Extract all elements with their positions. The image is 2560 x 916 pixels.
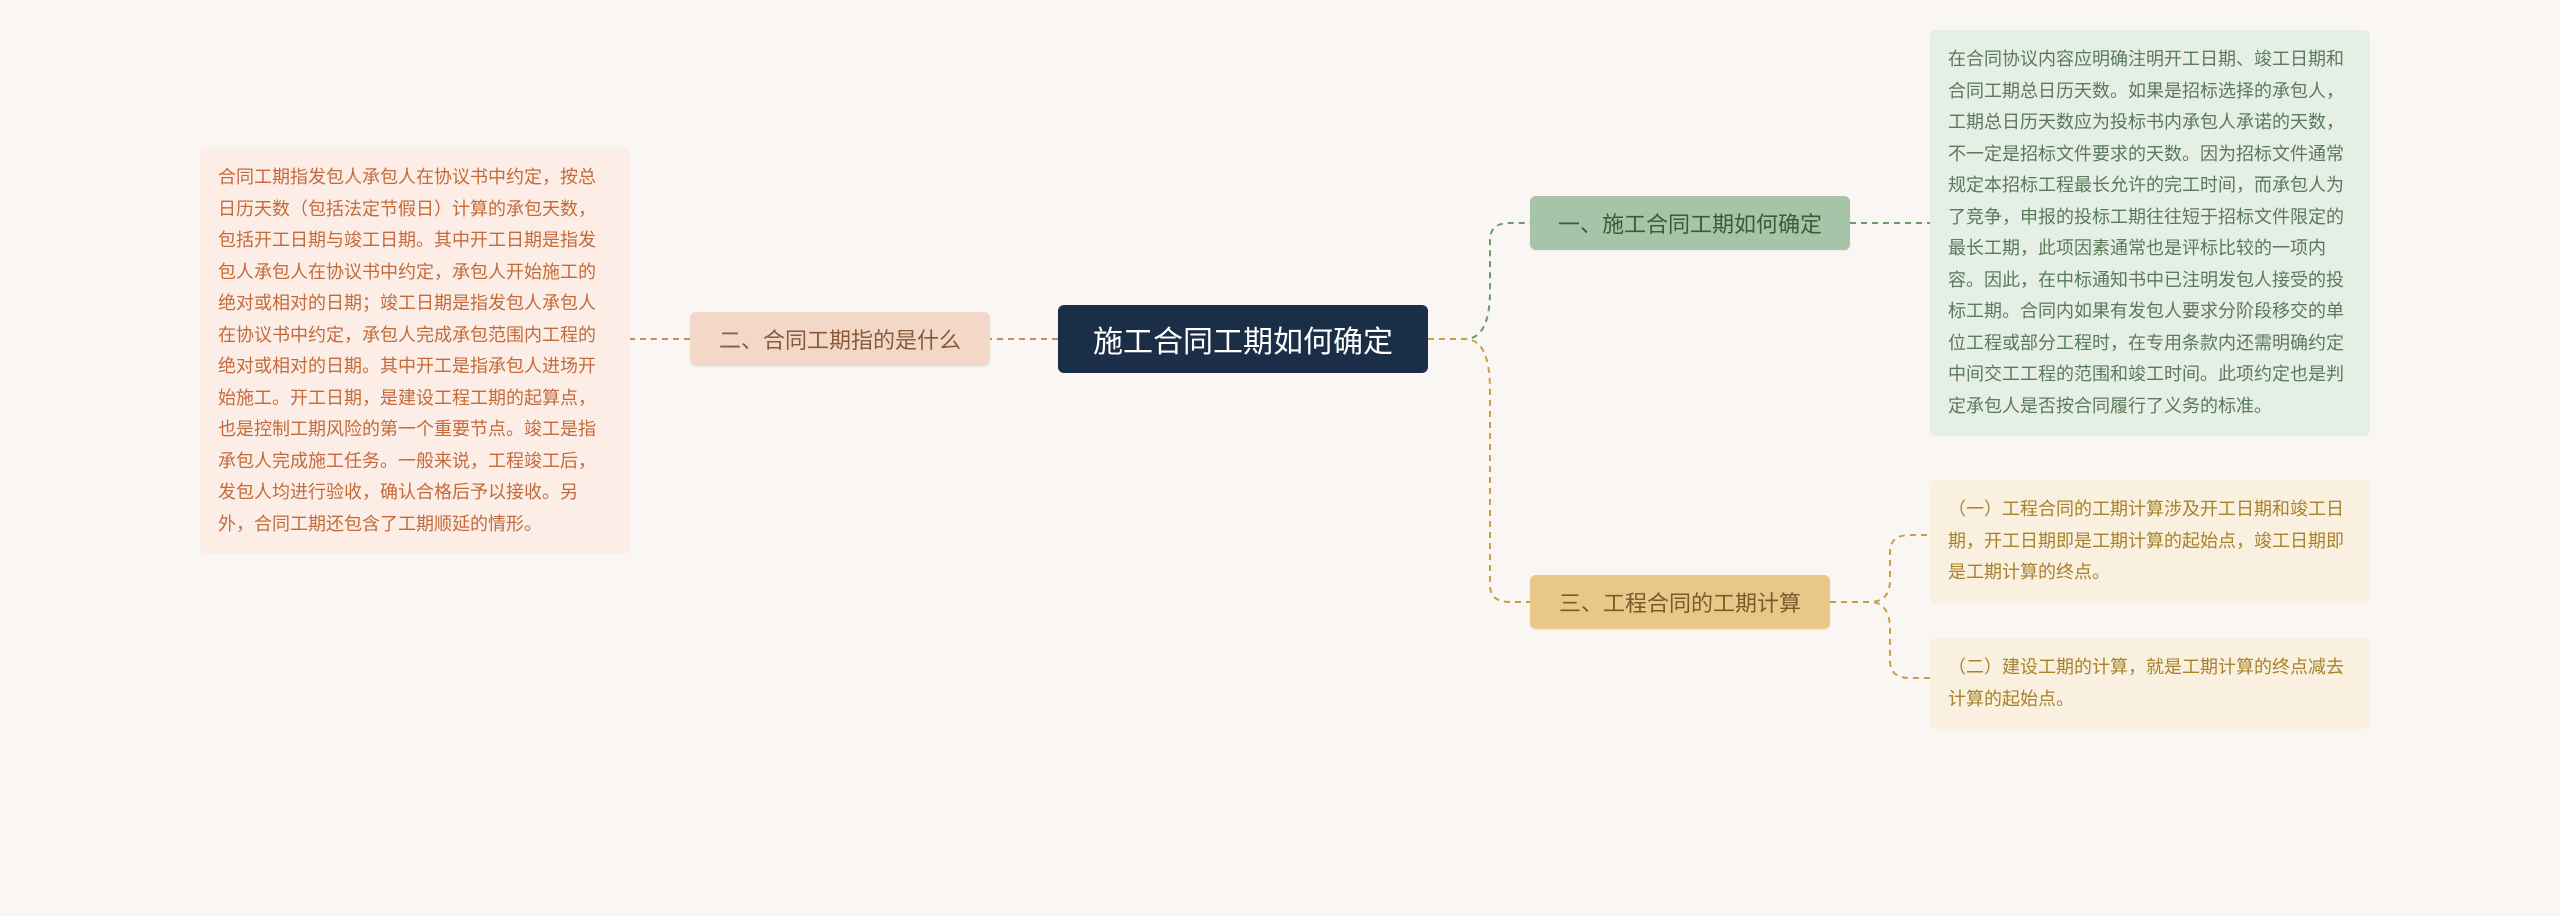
leaf-green[interactable]: 在合同协议内容应明确注明开工日期、竣工日期和合同工期总日历天数。如果是招标选择的… <box>1930 30 2370 436</box>
leaf-green-text: 在合同协议内容应明确注明开工日期、竣工日期和合同工期总日历天数。如果是招标选择的… <box>1948 44 2352 422</box>
conn-amber-leaf1 <box>1830 535 1930 602</box>
leaf-amber-2[interactable]: （二）建设工期的计算，就是工期计算的终点减去计算的起始点。 <box>1930 638 2370 729</box>
conn-root-amber <box>1428 339 1530 602</box>
leaf-left-text: 合同工期指发包人承包人在协议书中约定，按总日历天数（包括法定节假日）计算的承包天… <box>218 162 612 540</box>
root-label: 施工合同工期如何确定 <box>1093 317 1393 361</box>
branch-green-label: 一、施工合同工期如何确定 <box>1558 207 1822 239</box>
branch-left[interactable]: 二、合同工期指的是什么 <box>690 312 990 366</box>
conn-amber-leaf2 <box>1830 602 1930 678</box>
leaf-amber-1-text: （一）工程合同的工期计算涉及开工日期和竣工日期，开工日期即是工期计算的起始点，竣… <box>1948 494 2352 589</box>
conn-root-green <box>1428 223 1530 339</box>
leaf-amber-2-text: （二）建设工期的计算，就是工期计算的终点减去计算的起始点。 <box>1948 652 2352 715</box>
branch-left-label: 二、合同工期指的是什么 <box>719 323 961 355</box>
branch-amber-label: 三、工程合同的工期计算 <box>1559 586 1801 618</box>
root-node[interactable]: 施工合同工期如何确定 <box>1058 305 1428 373</box>
leaf-amber-1[interactable]: （一）工程合同的工期计算涉及开工日期和竣工日期，开工日期即是工期计算的起始点，竣… <box>1930 480 2370 603</box>
leaf-left[interactable]: 合同工期指发包人承包人在协议书中约定，按总日历天数（包括法定节假日）计算的承包天… <box>200 148 630 554</box>
branch-amber[interactable]: 三、工程合同的工期计算 <box>1530 575 1830 629</box>
branch-green[interactable]: 一、施工合同工期如何确定 <box>1530 196 1850 250</box>
